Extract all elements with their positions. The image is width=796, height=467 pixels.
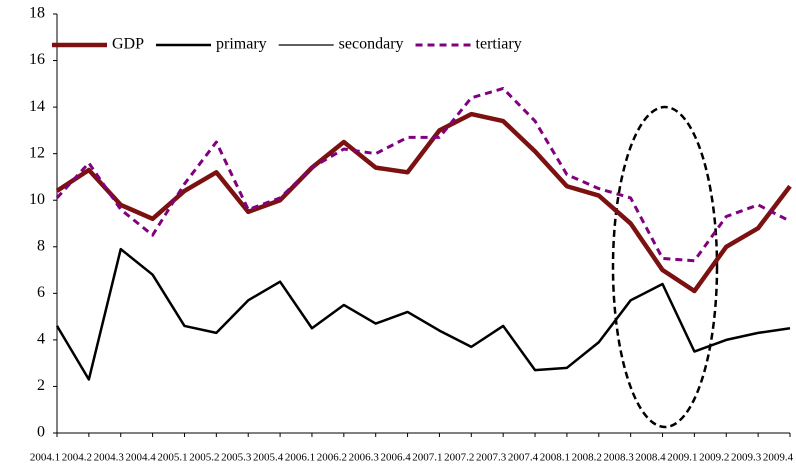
y-tick-label: 18: [29, 5, 45, 22]
x-tick-label: 2006.1: [285, 452, 315, 464]
x-tick-label: 2007.2: [444, 452, 474, 464]
legend-label: GDP: [112, 36, 144, 53]
x-tick-label: 2007.3: [476, 452, 507, 464]
series-line: [55, 247, 791, 381]
x-tick-label: 2006.4: [380, 452, 411, 464]
x-tick-label: 2007.4: [508, 452, 539, 464]
x-tick-label: 2006.3: [349, 452, 380, 464]
y-tick-label: 10: [29, 191, 45, 208]
y-tick-label: 8: [37, 237, 45, 254]
x-tick-label: 2009.3: [731, 452, 762, 464]
x-tick-label: 2009.1: [667, 452, 697, 464]
x-tick-label: 2008.2: [572, 452, 602, 464]
series-line: [55, 111, 792, 294]
x-tick-label: 2004.4: [125, 452, 156, 464]
y-tick-label: 14: [29, 98, 45, 115]
x-tick-label: 2008.1: [540, 452, 570, 464]
x-tick-label: 2004.2: [62, 452, 92, 464]
y-tick-label: 6: [37, 284, 45, 301]
x-tick-label: 2008.4: [635, 452, 666, 464]
legend-label: primary: [216, 36, 267, 53]
y-tick-label: 2: [37, 377, 45, 394]
x-tick-label: 2009.4: [763, 452, 794, 464]
x-tick-label: 2008.3: [604, 452, 635, 464]
y-tick-label: 16: [29, 51, 45, 68]
y-tick-label: 12: [29, 144, 45, 161]
y-tick-label: 0: [37, 424, 45, 441]
x-tick-label: 2004.3: [94, 452, 125, 464]
x-tick-label: 2004.1: [30, 452, 60, 464]
highlight-ellipse: [611, 105, 719, 429]
x-tick-label: 2005.2: [189, 452, 219, 464]
x-tick-label: 2006.2: [317, 452, 347, 464]
legend-label: secondary: [339, 36, 404, 53]
legend-label: tertiary: [476, 36, 522, 53]
x-tick-label: 2009.2: [699, 452, 729, 464]
x-tick-label: 2007.1: [412, 452, 442, 464]
series-line: [55, 86, 791, 263]
x-tick-label: 2005.4: [253, 452, 284, 464]
x-tick-label: 2005.1: [157, 452, 187, 464]
y-tick-label: 4: [37, 331, 45, 348]
x-tick-label: 2005.3: [221, 452, 252, 464]
